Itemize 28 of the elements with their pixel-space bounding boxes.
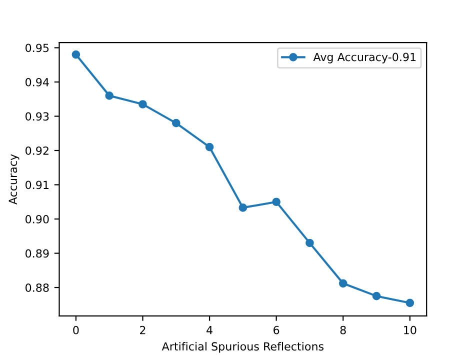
point [406,298,414,308]
point [272,198,280,206]
point [138,100,147,108]
x-axis-title: Artificial Spurious Reflections [162,342,324,353]
y-tick-label: 0.90 [26,214,49,224]
point [172,118,180,128]
y-tick-label: 0.95 [26,44,49,52]
point [372,292,381,300]
x-tick-label: 4 [206,326,212,334]
x-tick-label: 2 [140,326,146,334]
x-tick-label: 8 [340,326,346,334]
point [105,92,114,100]
y-axis-title: Accuracy [8,154,20,205]
legend-label: Avg Accuracy-0.91 [313,52,416,64]
y-tick-label: 0.93 [26,112,49,121]
point [338,279,348,288]
point [205,142,214,152]
point [72,50,80,59]
y-tick-label: 0.92 [26,146,48,155]
x-tick-label: 6 [274,326,280,334]
y-tick-label: 0.88 [26,283,49,292]
point [238,204,248,212]
x-tick-label: 0 [73,326,79,334]
point [306,238,314,248]
y-tick-label: 0.89 [26,249,49,258]
y-tick-label: 0.91 [26,180,48,190]
y-tick-label: 0.94 [26,78,49,86]
x-tick-label: 10 [404,326,416,334]
